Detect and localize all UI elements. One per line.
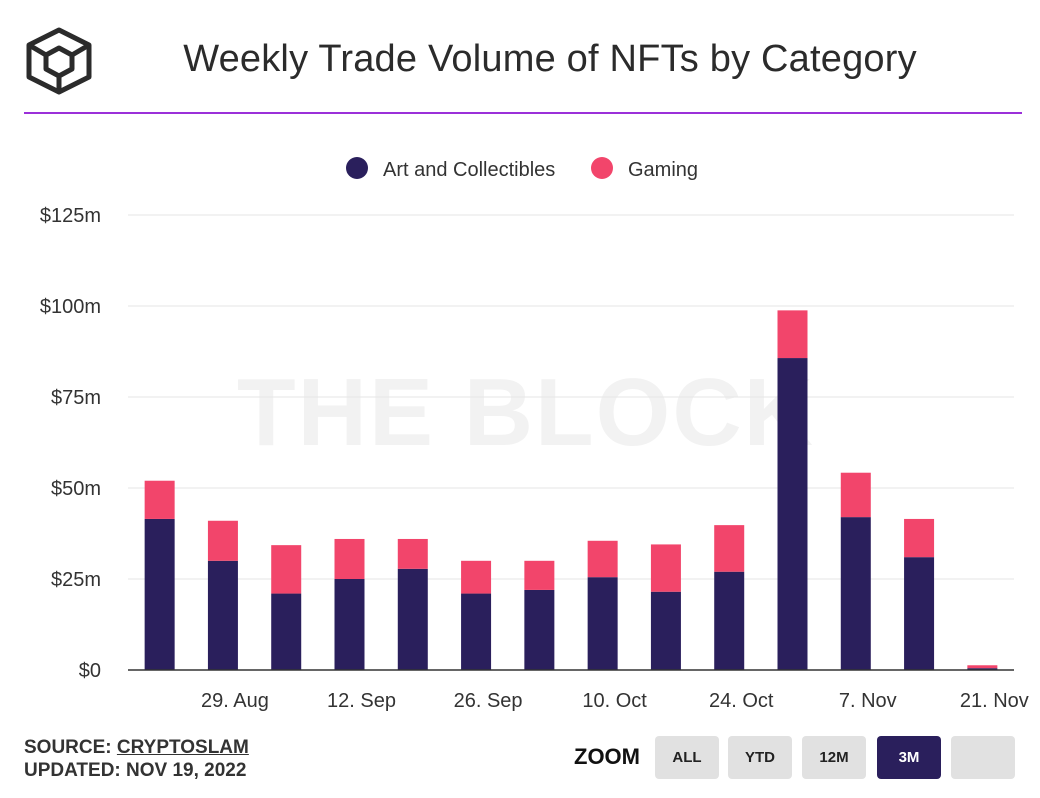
x-tick-label: 24. Oct: [709, 690, 774, 712]
bar-gaming[interactable]: [334, 538, 365, 579]
bar-art[interactable]: [587, 577, 618, 670]
legend-label-gaming[interactable]: Gaming: [628, 159, 698, 181]
bar-gaming[interactable]: [461, 560, 492, 594]
y-tick-label: $100m: [40, 296, 101, 318]
legend-marker-art: [346, 157, 368, 179]
watermark: THE BLOCK: [237, 359, 815, 466]
source-prefix: SOURCE:: [24, 737, 117, 758]
x-axis-labels: 29. Aug 12. Sep 26. Sep 10. Oct 24. Oct 7. No…: [201, 690, 1029, 712]
bar-art[interactable]: [904, 557, 935, 670]
y-tick-label: $25m: [51, 569, 101, 591]
x-tick-label: 26. Sep: [454, 690, 523, 712]
bar-gaming[interactable]: [271, 545, 302, 594]
x-tick-label: 29. Aug: [201, 690, 269, 712]
zoom-all-button[interactable]: ALL: [655, 736, 719, 779]
bar-art[interactable]: [334, 579, 365, 670]
updated-date: UPDATED: NOV 19, 2022: [24, 760, 247, 781]
the-block-logo-icon: [26, 27, 92, 95]
bar-art[interactable]: [777, 358, 808, 670]
bar-gaming[interactable]: [650, 544, 681, 592]
bar-art[interactable]: [207, 560, 238, 670]
chart-area: THE BLOCK Art and Collectibles Gaming $0…: [40, 157, 1029, 712]
bar-gaming[interactable]: [397, 538, 428, 569]
x-tick-label: 10. Oct: [582, 690, 647, 712]
zoom-3m-button[interactable]: 3M: [877, 736, 941, 779]
bar-art[interactable]: [840, 517, 871, 670]
zoom-blank-button[interactable]: [951, 736, 1015, 779]
x-tick-label: 12. Sep: [327, 690, 396, 712]
y-tick-label: $50m: [51, 478, 101, 500]
bars: [144, 310, 998, 670]
bar-gaming[interactable]: [714, 525, 745, 572]
y-tick-label: $125m: [40, 205, 101, 227]
bar-gaming[interactable]: [967, 665, 998, 669]
legend[interactable]: Art and Collectibles Gaming: [346, 157, 698, 181]
source-block: SOURCE: CRYPTOSLAM UPDATED: NOV 19, 2022: [24, 736, 249, 782]
zoom-label: ZOOM: [574, 744, 640, 769]
source-link[interactable]: CRYPTOSLAM: [116, 737, 249, 758]
bar-art[interactable]: [397, 568, 428, 670]
bar-art[interactable]: [461, 593, 492, 670]
bar-gaming[interactable]: [144, 480, 175, 519]
zoom-ytd-button[interactable]: YTD: [728, 736, 792, 779]
bar-art[interactable]: [967, 668, 998, 670]
bar-gaming[interactable]: [524, 560, 555, 590]
bar-art[interactable]: [524, 589, 555, 670]
bar-art[interactable]: [714, 571, 745, 670]
bar-art[interactable]: [650, 591, 681, 670]
bar-gaming[interactable]: [587, 540, 618, 578]
bar-gaming[interactable]: [904, 518, 935, 558]
y-tick-label: $75m: [51, 387, 101, 409]
bar-art[interactable]: [271, 593, 302, 670]
legend-label-art[interactable]: Art and Collectibles: [383, 159, 555, 181]
y-tick-label: $0: [79, 660, 101, 682]
chart-title: Weekly Trade Volume of NFTs by Category: [183, 38, 917, 80]
legend-marker-gaming: [591, 157, 613, 179]
zoom-12m-button[interactable]: 12M: [802, 736, 866, 779]
x-tick-label: 21. Nov: [960, 690, 1029, 712]
bar-gaming[interactable]: [777, 310, 808, 359]
y-axis-labels: $0 $25m $50m $75m $100m $125m: [40, 205, 101, 682]
x-tick-label: 7. Nov: [839, 690, 897, 712]
bar-gaming[interactable]: [207, 520, 238, 561]
bar-art[interactable]: [144, 518, 175, 670]
title-divider: [24, 112, 1022, 114]
gridlines: [128, 214, 1014, 580]
bar-gaming[interactable]: [840, 472, 871, 518]
